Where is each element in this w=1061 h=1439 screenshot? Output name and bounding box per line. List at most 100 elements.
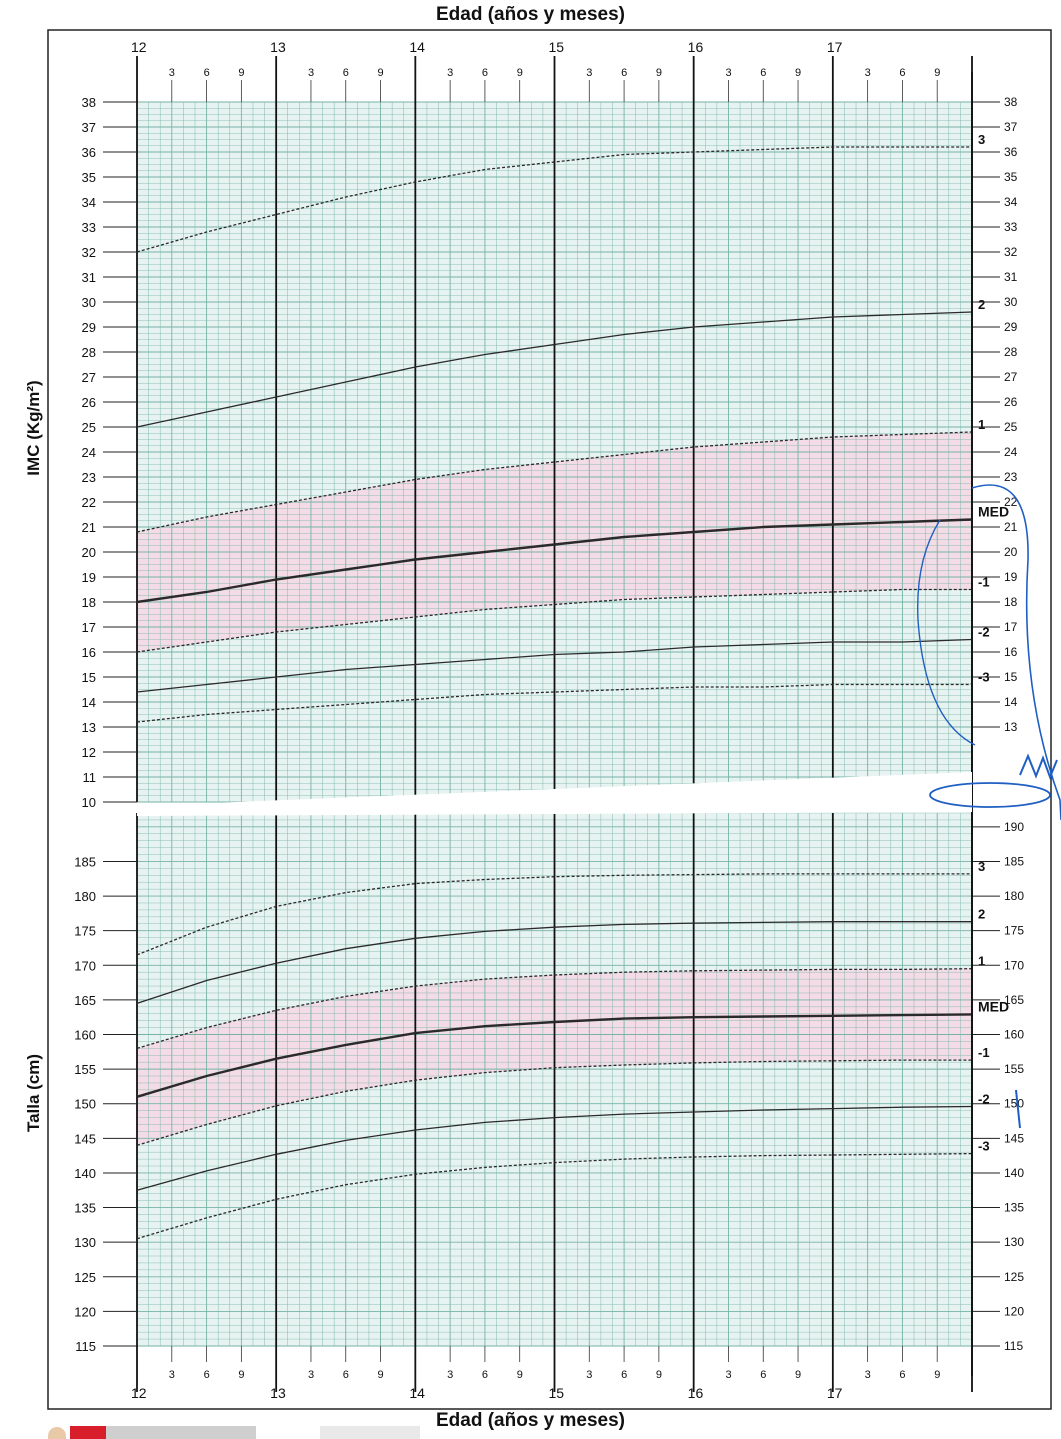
imc-ytick-label-left: 32 — [82, 245, 96, 260]
ink-scribble-loop — [929, 782, 1051, 808]
x-minor-label-bottom: 6 — [204, 1369, 210, 1381]
x-major-label-bottom: 15 — [549, 1385, 565, 1401]
talla-ytick-label-right: 130 — [1004, 1235, 1024, 1249]
x-major-label-top: 14 — [409, 39, 425, 55]
imc-ytick-label-right: 38 — [1004, 95, 1018, 109]
imc-ytick-label-left: 27 — [82, 370, 96, 385]
imc-ytick-label-left: 12 — [82, 745, 96, 760]
talla-curve-neg2 — [136, 1105, 973, 1191]
imc-ytick-label-right: 19 — [1004, 570, 1018, 584]
x-major-label-bottom: 13 — [270, 1385, 286, 1401]
talla-series-label-neg3: -3 — [978, 1139, 990, 1154]
x-minor-label-top: 6 — [482, 67, 488, 79]
talla-ytick-label-left: 170 — [74, 958, 96, 973]
talla-series-label-neg1: -1 — [978, 1045, 990, 1060]
imc-ytick-label-left: 35 — [82, 170, 96, 185]
imc-ytick-label-right: 36 — [1004, 145, 1018, 159]
imc-ytick-label-right: 18 — [1004, 595, 1018, 609]
talla-ytick-label-left: 175 — [74, 924, 96, 939]
imc-ytick-label-right: 20 — [1004, 545, 1018, 559]
x-minor-label-bottom: 3 — [308, 1369, 314, 1381]
talla-curve-2 — [136, 921, 972, 1005]
imc-curve-2 — [136, 311, 973, 428]
talla-ytick-label-right: 140 — [1004, 1166, 1024, 1180]
imc-ytick-label-left: 25 — [82, 420, 96, 435]
imc-ytick-label-right: 25 — [1004, 420, 1018, 434]
imc-ytick-label-left: 21 — [82, 520, 96, 535]
talla-ytick-label-right: 165 — [1004, 993, 1024, 1007]
imc-curve-neg1 — [136, 588, 972, 653]
talla-ytick-label-left: 130 — [74, 1235, 96, 1250]
imc-ytick-label-right: 32 — [1004, 245, 1018, 259]
imc-ytick-label-left: 23 — [82, 470, 96, 485]
talla-curve-MED — [136, 1013, 973, 1098]
x-minor-label-bottom: 3 — [865, 1369, 871, 1381]
talla-series-label-MED: MED — [978, 998, 1009, 1014]
x-minor-label-top: 6 — [204, 67, 210, 79]
x-minor-label-bottom: 9 — [795, 1369, 801, 1381]
imc-ytick-label-left: 15 — [82, 670, 96, 685]
imc-ytick-label-right: 16 — [1004, 645, 1018, 659]
x-major-label-bottom: 17 — [827, 1385, 843, 1401]
imc-ytick-label-left: 18 — [82, 595, 96, 610]
x-major-label-bottom: 12 — [131, 1385, 147, 1401]
imc-ytick-label-right: 26 — [1004, 395, 1018, 409]
flag-icon — [70, 1426, 106, 1439]
imc-ytick-label-left: 31 — [82, 270, 96, 285]
talla-ytick-label-left: 160 — [74, 1028, 96, 1043]
seal-icon — [48, 1427, 66, 1439]
imc-ytick-label-left: 16 — [82, 645, 96, 660]
ink-scribble-arc — [916, 519, 976, 746]
talla-ytick-label-left: 155 — [74, 1062, 96, 1077]
imc-ytick-label-left: 30 — [82, 295, 96, 310]
logo-band-secondary — [320, 1426, 420, 1439]
x-minor-label-bottom: 9 — [238, 1369, 244, 1381]
talla-ytick-label-right: 135 — [1004, 1201, 1024, 1215]
talla-ytick-label-right: 150 — [1004, 1097, 1024, 1111]
talla-ytick-label-left: 125 — [74, 1270, 96, 1285]
imc-series-label-neg1: -1 — [978, 575, 990, 590]
imc-ytick-label-left: 26 — [82, 395, 96, 410]
x-major-label-bottom: 16 — [688, 1385, 704, 1401]
imc-ytick-label-left: 20 — [82, 545, 96, 560]
x-minor-label-top: 9 — [238, 67, 244, 79]
imc-ytick-label-left: 37 — [82, 120, 96, 135]
talla-ytick-label-right: 115 — [1004, 1339, 1023, 1353]
ink-scribble-curve — [971, 484, 1061, 821]
talla-ytick-label-right: 180 — [1004, 889, 1024, 903]
talla-series-label-1: 1 — [978, 954, 985, 969]
imc-ytick-label-right: 35 — [1004, 170, 1018, 184]
imc-curve-neg2 — [136, 638, 973, 693]
x-minor-label-bottom: 9 — [934, 1369, 940, 1381]
x-minor-label-bottom: 3 — [169, 1369, 175, 1381]
imc-ytick-label-left: 11 — [83, 770, 97, 785]
outer-frame — [47, 29, 1052, 1410]
imc-ytick-label-left: 22 — [82, 495, 96, 510]
x-axis-title-top: Edad (años y meses) — [435, 4, 626, 25]
x-minor-label-top: 6 — [899, 67, 905, 79]
x-minor-label-bottom: 9 — [378, 1369, 384, 1381]
x-minor-label-bottom: 9 — [517, 1369, 523, 1381]
x-minor-label-top: 3 — [169, 67, 175, 79]
x-minor-label-bottom: 3 — [725, 1369, 731, 1381]
imc-ytick-label-right: 31 — [1004, 270, 1018, 284]
x-minor-label-top: 6 — [343, 67, 349, 79]
imc-ytick-label-left: 36 — [82, 145, 96, 160]
x-minor-label-top: 3 — [586, 67, 592, 79]
imc-ytick-label-right: 27 — [1004, 370, 1018, 384]
talla-ytick-label-right: 175 — [1004, 924, 1024, 938]
imc-curve-MED — [136, 518, 973, 604]
imc-ytick-label-left: 19 — [82, 570, 96, 585]
imc-ytick-label-right: 37 — [1004, 120, 1018, 134]
imc-ytick-label-left: 34 — [82, 195, 96, 210]
talla-ytick-label-left: 120 — [74, 1304, 96, 1319]
imc-ytick-label-right: 21 — [1004, 520, 1018, 534]
talla-ytick-label-left: 150 — [74, 1097, 96, 1112]
talla-ytick-label-right: 170 — [1004, 958, 1024, 972]
x-minor-label-bottom: 3 — [586, 1369, 592, 1381]
x-minor-label-bottom: 3 — [447, 1369, 453, 1381]
logo-band — [106, 1426, 256, 1439]
talla-curve-neg3 — [136, 1152, 973, 1240]
imc-ytick-label-right: 28 — [1004, 345, 1018, 359]
